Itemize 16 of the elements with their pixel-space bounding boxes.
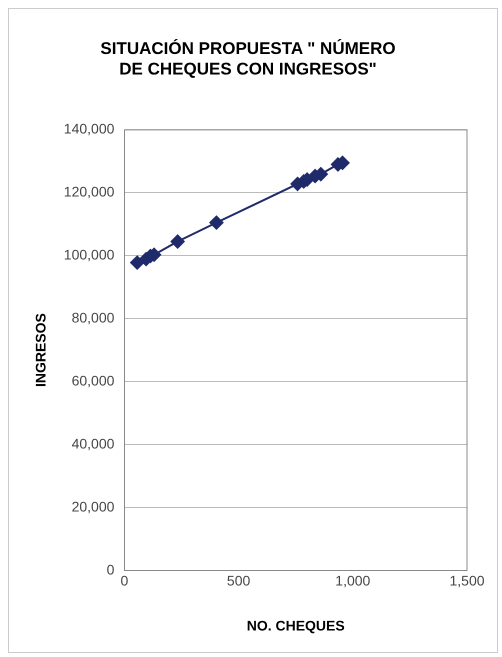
y-tick-label: 140,000 bbox=[64, 120, 115, 137]
x-tick-label: 0 bbox=[120, 572, 129, 589]
y-tick-label: 80,000 bbox=[72, 309, 115, 326]
text: DE CHEQUES CON INGRESOS" bbox=[119, 59, 377, 78]
x-tick-label: 1,500 bbox=[449, 572, 485, 589]
x-axis-title: NO. CHEQUES bbox=[246, 617, 345, 634]
y-axis-title: INGRESOS bbox=[32, 313, 48, 388]
x-tick-label: 500 bbox=[226, 572, 250, 589]
y-tick-label: 40,000 bbox=[72, 435, 115, 452]
y-tick-label: 0 bbox=[106, 561, 115, 578]
x-tick-label: 1,000 bbox=[335, 572, 371, 589]
y-tick-label: 120,000 bbox=[64, 184, 115, 200]
text: SITUACIÓN PROPUESTA " NÚMERO bbox=[100, 38, 396, 58]
y-tick-label: 60,000 bbox=[72, 372, 115, 388]
y-tick-label: 100,000 bbox=[64, 246, 115, 263]
y-tick-label: 20,000 bbox=[72, 498, 115, 514]
